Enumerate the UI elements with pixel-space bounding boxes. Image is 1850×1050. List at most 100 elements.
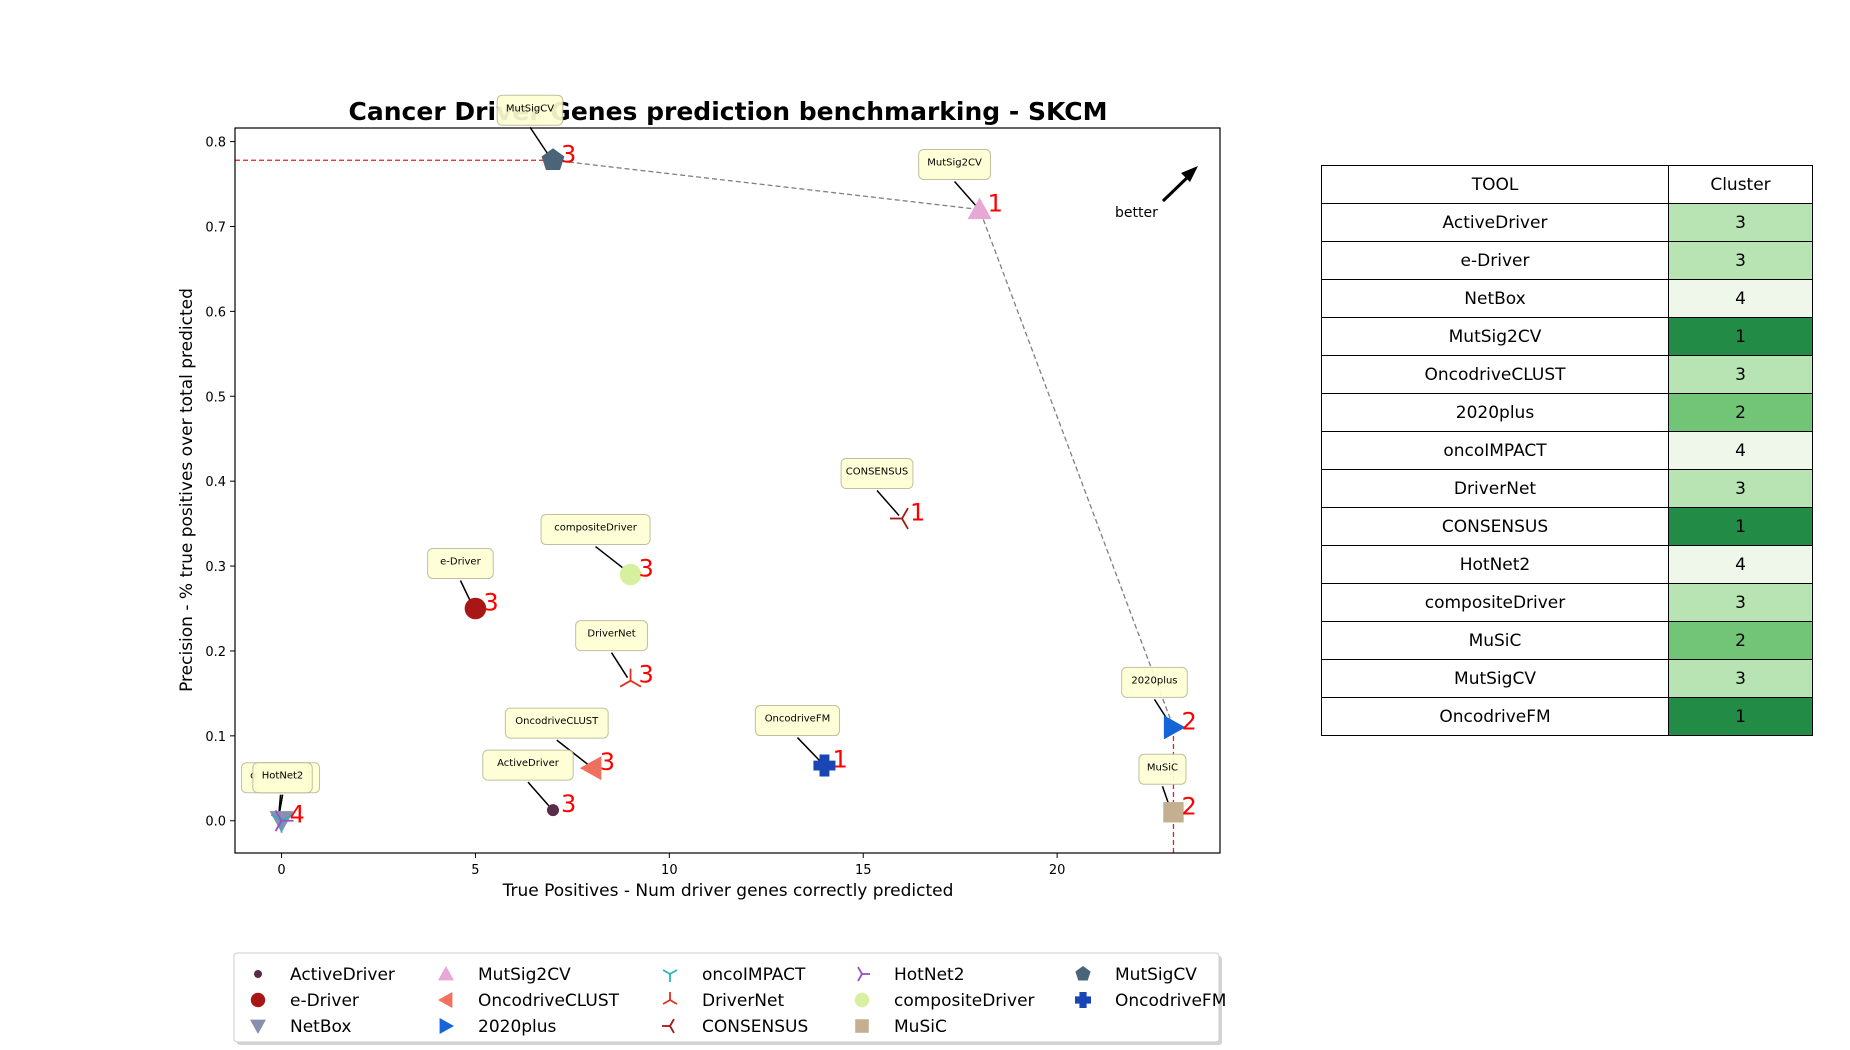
cluster-label: 3 — [561, 140, 576, 168]
cluster-cell: 2 — [1668, 621, 1813, 660]
callout-oncodrivefm: OncodriveFM — [754, 705, 841, 764]
callout-arrow-icon — [529, 126, 551, 158]
header-tool: TOOL — [1321, 165, 1669, 204]
table-row: MutSig2CV 1 — [1321, 317, 1813, 356]
table-row: CONSENSUS 1 — [1321, 507, 1813, 546]
legend-mutsigcv-marker — [1075, 966, 1091, 981]
point-hotnet2-marker-arm — [274, 820, 283, 832]
legend-oncoimpact-marker — [662, 969, 678, 982]
table-row: e-Driver 3 — [1321, 241, 1813, 280]
callout-compositedriver: compositeDriver — [540, 514, 651, 573]
callout-arrow-icon — [595, 545, 629, 573]
y-tick-label: 0.8 — [205, 136, 226, 151]
legend-hotnet2-marker-arm — [857, 973, 863, 982]
callout-box — [427, 548, 494, 580]
tool-cell: e-Driver — [1321, 241, 1669, 280]
legend-entry-e-driver: e-Driver — [250, 991, 359, 1011]
y-tick-label: 0.7 — [205, 220, 226, 235]
cluster-label: 2 — [1181, 792, 1196, 820]
callout-drivernet: DriverNet — [575, 620, 648, 679]
legend-hotnet2-marker-arm — [857, 966, 863, 975]
callout-box — [496, 94, 564, 126]
callout-label: MutSig2CV — [927, 157, 982, 168]
callout-annotations: MutSigCV MutSig2CV CONSENSUS compositeDrive… — [241, 94, 1188, 818]
legend-label: 2020plus — [478, 1017, 557, 1037]
legend-entry-hotnet2: HotNet2 — [857, 965, 965, 985]
point-consensus-marker-arm — [901, 518, 909, 530]
cluster-table: TOOL Cluster ActiveDriver 3 e-Driver 3 NetBo… — [1321, 165, 1813, 736]
callout-label: ActiveDriver — [497, 758, 560, 769]
cluster-label: 3 — [561, 790, 576, 818]
table-header-row: TOOL Cluster — [1321, 165, 1813, 204]
callout-box — [540, 514, 651, 546]
legend-consensus-marker — [662, 1018, 675, 1034]
legend-entry-2020plus: 2020plus — [439, 1017, 557, 1037]
point-consensus-marker-arm — [901, 507, 909, 519]
callout-hotnet2: HotNet2 — [252, 762, 313, 818]
cluster-label: 1 — [832, 746, 847, 774]
legend-label: e-Driver — [290, 991, 359, 1011]
legend-label: DriverNet — [702, 991, 784, 1011]
legend-hotnet2-marker — [857, 966, 870, 982]
legend-entry-oncoimpact: oncoIMPACT — [662, 965, 806, 985]
legend-label: CONSENSUS — [702, 1017, 808, 1037]
point-oncodrivefm-marker — [813, 754, 836, 777]
better-annotation: better — [1115, 166, 1198, 221]
tool-cell: 2020plus — [1321, 393, 1669, 432]
callout-box — [754, 705, 841, 737]
callout-box — [252, 762, 313, 794]
cluster-label: 3 — [639, 555, 654, 583]
legend-entry-mutsig2cv: MutSig2CV — [438, 965, 571, 985]
callout-label: compositeDriver — [554, 523, 638, 534]
cluster-cell: 3 — [1668, 203, 1813, 242]
callout-mutsigcv: MutSigCV — [496, 94, 564, 158]
cluster-cell: 4 — [1668, 545, 1813, 584]
point-music-marker — [1163, 802, 1184, 823]
x-axis-label: True Positives - Num driver genes correc… — [502, 881, 954, 901]
y-tick-label: 0.5 — [205, 390, 226, 405]
legend-drivernet-marker-arm — [669, 999, 678, 1005]
callout-label: DriverNet — [587, 629, 635, 640]
point-oncodriveclust-marker — [579, 756, 602, 781]
legend-entry-activedriver: ActiveDriver — [254, 965, 395, 985]
legend-activedriver-marker — [254, 970, 262, 978]
legend-oncoimpact-marker-arm — [662, 969, 671, 975]
point-hotnet2-marker-arm — [274, 809, 283, 822]
legend-entry-consensus: CONSENSUS — [662, 1017, 808, 1037]
legend-label: HotNet2 — [894, 965, 965, 985]
point-mutsig2cv-marker — [967, 197, 992, 220]
tool-cell: HotNet2 — [1321, 545, 1669, 584]
tool-cell: OncodriveFM — [1321, 697, 1669, 736]
cluster-cell: 3 — [1668, 583, 1813, 622]
callout-label: OncodriveCLUST — [515, 716, 599, 727]
table-row: OncodriveCLUST 3 — [1321, 355, 1813, 394]
legend-consensus-marker-arm — [669, 1018, 675, 1027]
x-tick-label: 0 — [277, 863, 285, 878]
callout-label: OncodriveFM — [765, 714, 831, 725]
cluster-cell: 1 — [1668, 317, 1813, 356]
reference-lines — [235, 159, 1175, 853]
legend: ActiveDriver e-Driver NetBox MutSig2CV Oncod… — [233, 952, 1226, 1045]
cluster-cell: 4 — [1668, 279, 1813, 318]
table-row: compositeDriver 3 — [1321, 583, 1813, 622]
legend-label: MutSig2CV — [478, 965, 571, 985]
legend-entry-netbox: NetBox — [250, 1017, 351, 1037]
callout-label: CONSENSUS — [846, 467, 909, 478]
legend-drivernet-marker — [662, 992, 678, 1005]
table-row: NetBox 4 — [1321, 279, 1813, 318]
tool-cell: ActiveDriver — [1321, 203, 1669, 242]
x-tick-label: 10 — [661, 863, 678, 878]
point-hotnet2-marker — [274, 809, 294, 832]
point-drivernet-marker-arm — [630, 679, 642, 688]
cluster-label: 1 — [988, 189, 1003, 217]
callout-arrow-icon — [876, 490, 900, 517]
plot-frame — [234, 127, 1221, 854]
tool-cell: oncoIMPACT — [1321, 431, 1669, 470]
cluster-cell: 1 — [1668, 507, 1813, 546]
callout-e-driver: e-Driver — [427, 548, 494, 606]
table-row: HotNet2 4 — [1321, 545, 1813, 584]
cluster-cell: 1 — [1668, 697, 1813, 736]
cluster-cell: 3 — [1668, 469, 1813, 508]
